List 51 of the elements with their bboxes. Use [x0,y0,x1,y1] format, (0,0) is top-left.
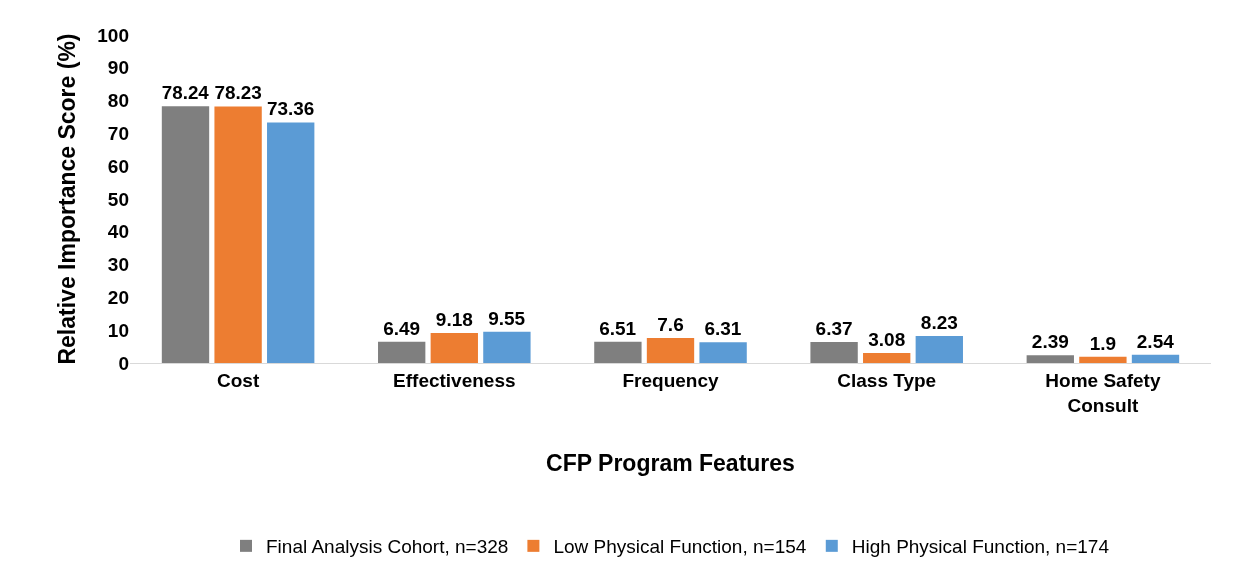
data-label: 78.24 [161,82,210,104]
bar [810,342,858,363]
bar [378,341,426,363]
data-label: 2.54 [1136,330,1175,352]
bar [430,332,478,363]
bar [699,342,747,363]
bar [214,106,262,363]
bar [863,352,911,363]
x-tick-label: Frequency [622,369,719,391]
data-label: 6.31 [704,318,742,340]
data-label: 9.55 [488,307,526,329]
data-label: 2.39 [1031,331,1069,353]
legend-label: Low Physical Function, n=154 [553,536,807,558]
x-axis-title: CFP Program Features [546,450,795,477]
data-label: 6.37 [815,318,853,340]
data-label: 78.23 [214,82,262,104]
x-tick-label: Effectiveness [393,369,516,391]
y-tick-label: 40 [107,221,129,243]
x-tick-label: Home Safety Consult [1045,369,1161,416]
data-label: 6.51 [599,317,637,339]
y-tick-label: 50 [107,188,129,210]
y-tick-label: 20 [107,287,129,309]
bar [267,122,315,363]
y-tick-label: 80 [107,90,129,112]
y-tick-label: 10 [107,319,129,341]
y-tick-label: 70 [107,123,129,145]
y-tick-label: 30 [107,254,129,276]
bar [1026,355,1074,363]
bar [646,338,695,363]
bar [915,336,963,363]
data-label: 73.36 [267,98,315,120]
y-tick-label: 90 [107,57,129,79]
data-label: 9.18 [435,308,473,330]
data-label: 1.9 [1089,332,1117,354]
y-tick-label: 60 [107,155,129,177]
x-tick-label: Class Type [837,369,937,391]
legend-label: High Physical Function, n=174 [851,536,1110,558]
bar [483,331,531,363]
data-label: 7.6 [657,314,684,336]
data-label: 8.23 [920,312,958,334]
x-tick-label: Cost [216,369,260,391]
bar [594,341,642,363]
y-tick-label: 0 [118,352,129,374]
bar [161,106,210,363]
legend-label: Final Analysis Cohort, n=328 [266,536,509,558]
y-axis-title: Relative Importance Score (%) [53,33,80,365]
bar [1131,354,1180,363]
bar [1079,356,1127,363]
data-label: 6.49 [383,317,421,339]
data-label: 3.08 [868,328,906,350]
y-tick-label: 100 [97,24,129,46]
